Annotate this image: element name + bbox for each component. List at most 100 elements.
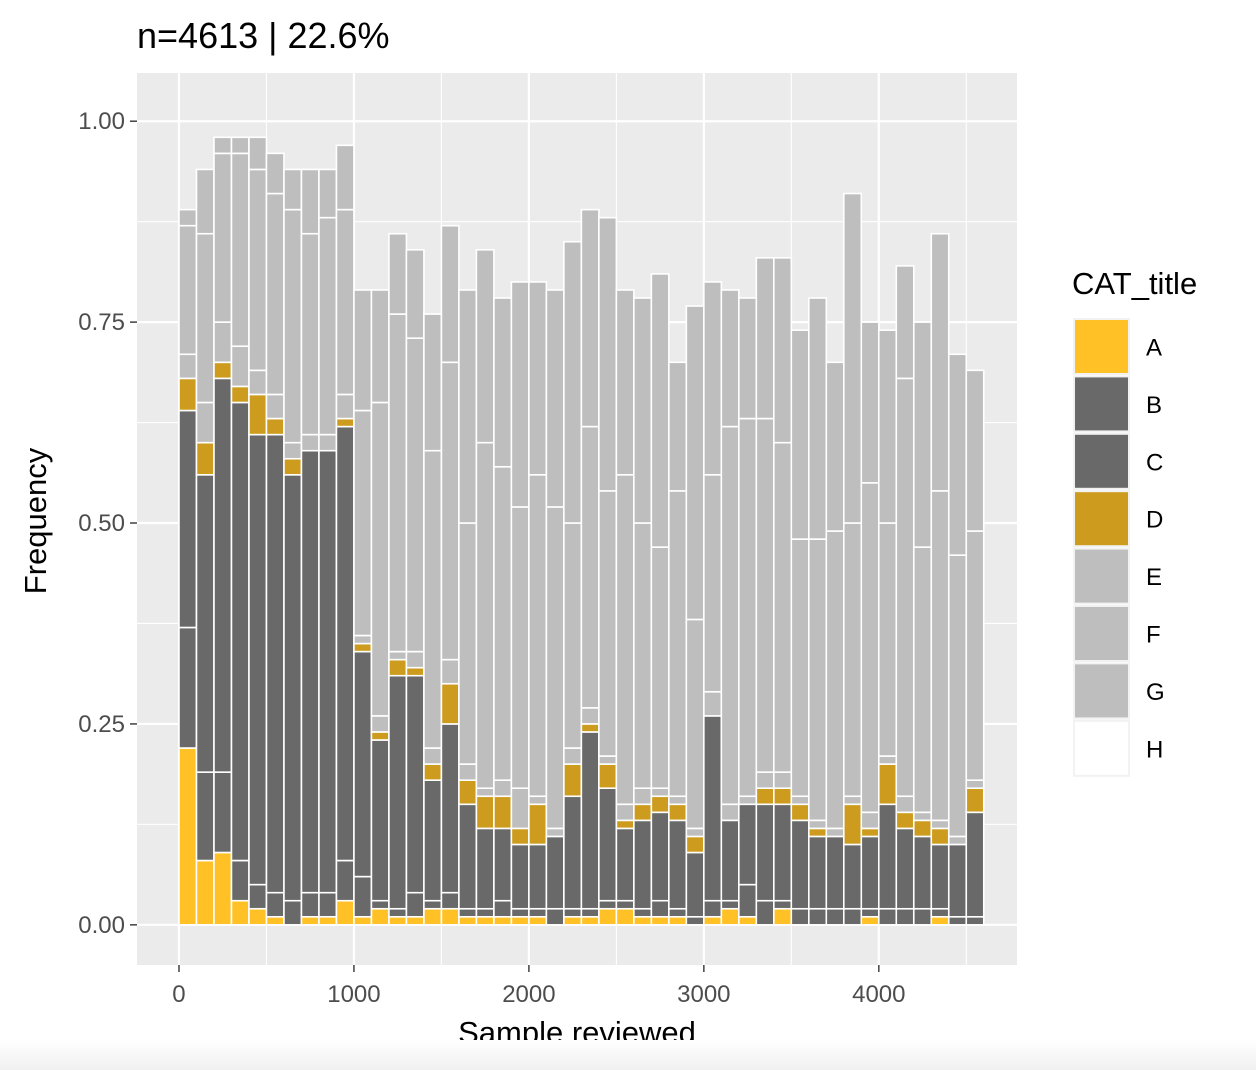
bar-segment-c	[440, 723, 460, 894]
bar-segment-g	[283, 168, 303, 211]
chart-title: n=4613 | 22.6%	[137, 15, 390, 56]
bar-segment-a	[248, 907, 268, 926]
bar-segment-b	[808, 907, 828, 926]
bar-segment-b	[790, 907, 810, 926]
bar-segment-b	[615, 899, 635, 910]
bar-segment-e	[965, 779, 985, 790]
bar-segment-b	[965, 915, 985, 926]
bar-segment-d	[265, 417, 285, 436]
bar-segment-g	[947, 353, 968, 556]
bar-segment-g	[230, 136, 250, 155]
bar-segment-g	[615, 289, 635, 476]
bar-segment-f	[633, 522, 653, 790]
bar-segment-a	[318, 915, 338, 926]
bar-segment-d	[860, 827, 880, 838]
bar-segment-e	[930, 819, 950, 830]
bar-segment-a	[510, 915, 530, 926]
bar-segment-c	[912, 835, 933, 910]
bar-segment-g	[965, 369, 985, 532]
bar-segment-a	[230, 899, 250, 926]
x-tick-label: 2000	[502, 981, 555, 1008]
bar-segment-d	[790, 803, 810, 822]
bar-segment-c	[230, 401, 250, 862]
bar-segment-c	[755, 803, 775, 902]
bar-segment-e	[685, 827, 705, 838]
bar-segment-g	[195, 168, 215, 235]
bar-segment-f	[458, 522, 478, 765]
bar-segment-e	[335, 393, 355, 420]
bar-segment-c	[842, 843, 863, 910]
bar-segment-e	[633, 787, 653, 806]
bar-segment-b	[912, 907, 933, 926]
bar-segment-d	[755, 787, 775, 806]
bar-segment-c	[895, 827, 915, 910]
legend-label-h: H	[1146, 736, 1163, 763]
bar-segment-e	[370, 715, 390, 733]
bar-segment-a	[738, 915, 758, 926]
bar-segment-d	[335, 417, 355, 428]
x-tick-label: 3000	[677, 981, 730, 1008]
bar-segment-b	[195, 771, 215, 862]
bar-segment-c	[493, 827, 513, 902]
bar-segment-a	[475, 915, 495, 926]
bar-segment-f	[773, 441, 793, 773]
bar-segment-g	[458, 289, 478, 524]
bar-segment-b	[825, 907, 845, 926]
bar-segment-d	[615, 819, 635, 830]
bar-segment-d	[598, 763, 618, 790]
bar-segment-d	[388, 658, 408, 677]
bar-segment-c	[458, 803, 478, 910]
bar-segment-f	[248, 168, 268, 372]
bar-segment-c	[213, 377, 233, 773]
bar-segment-f	[720, 425, 740, 806]
bar-segment-b	[877, 907, 898, 926]
bar-segment-e	[493, 779, 513, 798]
bar-segment-e	[300, 433, 320, 452]
y-axis: 0.00 0.25 0.50 0.75 1.00	[78, 108, 137, 939]
bar-segment-f	[877, 522, 898, 757]
bar-segment-a	[668, 915, 688, 926]
bar-segment-e	[388, 650, 408, 661]
bar-segment-c	[335, 425, 355, 862]
bar-segment-b	[405, 891, 425, 918]
bar-segment-c	[808, 835, 828, 910]
bar-segment-e	[178, 353, 198, 380]
bar-segment-g	[808, 297, 828, 540]
bar-segment-f	[685, 618, 705, 830]
bar-segment-a	[440, 907, 460, 926]
bar-segment-e	[213, 321, 233, 364]
bar-segment-b	[860, 907, 880, 918]
bar-segment-b	[755, 899, 775, 926]
bar-segment-g	[440, 224, 460, 364]
bar-segment-c	[877, 803, 898, 910]
bar-segment-d	[912, 819, 933, 838]
bar-segment-f	[493, 465, 513, 781]
bar-segment-f	[668, 490, 688, 798]
bar-segment-d	[965, 787, 985, 814]
x-tick-label: 0	[172, 981, 185, 1008]
x-axis: 0 1000 2000 3000 4000	[172, 965, 905, 1008]
bar-segment-e	[283, 441, 303, 460]
bar-segment-b	[318, 891, 338, 918]
bar-segment-a	[720, 907, 740, 926]
page-footer	[0, 1040, 1256, 1070]
bar-segment-f	[930, 490, 950, 822]
bar-segment-e	[405, 650, 425, 669]
bar-segment-b	[580, 907, 600, 918]
bar-segment-g	[580, 208, 600, 428]
bar-segment-g	[353, 289, 373, 412]
bar-segment-c	[650, 811, 670, 902]
bar-segment-b	[283, 899, 303, 926]
legend-label-a: A	[1146, 335, 1162, 362]
bar-segment-d	[195, 441, 215, 476]
bar-segment-c	[580, 731, 600, 910]
bar-segment-d	[370, 731, 390, 741]
bar-segment-e	[738, 795, 758, 806]
bar-segment-c	[248, 433, 268, 886]
bar-segment-d	[808, 827, 828, 838]
bar-segment-b	[773, 899, 793, 910]
bar-segment-e	[195, 401, 215, 444]
bar-segment-b	[370, 899, 390, 910]
bar-segment-d	[458, 779, 478, 806]
